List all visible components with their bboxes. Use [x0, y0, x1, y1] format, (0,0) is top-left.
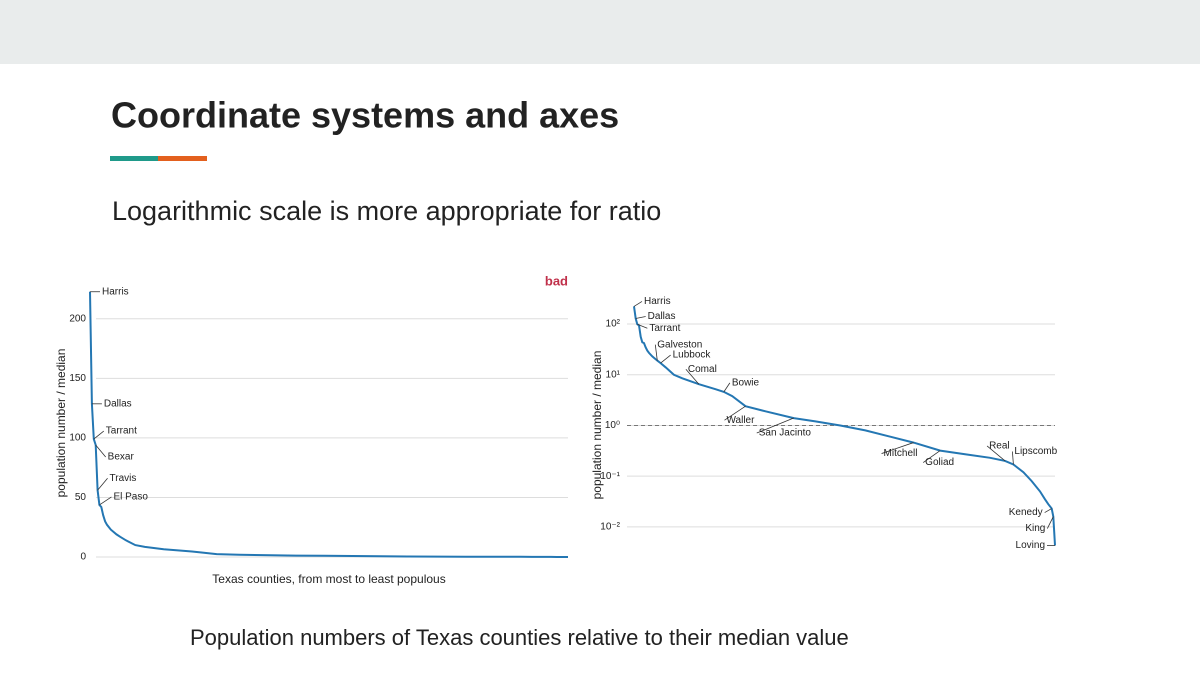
- y-tick-label: 200: [69, 313, 86, 324]
- point-label: Goliad: [925, 457, 954, 468]
- x-axis-label: Texas counties, from most to least popul…: [212, 572, 445, 586]
- annotation: bad: [545, 273, 568, 288]
- y-tick-label: 0: [80, 552, 86, 563]
- y-axis-label: population number / median: [590, 351, 604, 500]
- y-axis-label: population number / median: [54, 349, 68, 498]
- data-line: [89, 291, 568, 558]
- point-label: Harris: [644, 296, 671, 307]
- point-label: Lipscomb: [1014, 446, 1057, 457]
- leader-line: [660, 354, 671, 364]
- leader-line: [986, 445, 1006, 462]
- point-label: Galveston: [657, 339, 702, 350]
- leader-line: [95, 444, 106, 458]
- y-tick-label: 10¹: [606, 369, 621, 380]
- leader-line: [93, 430, 105, 440]
- point-label: El Paso: [113, 492, 148, 503]
- leader-line: [723, 382, 731, 393]
- accent-teal: [110, 156, 158, 161]
- y-tick-label: 150: [69, 373, 86, 384]
- point-label: Kenedy: [1009, 507, 1043, 518]
- point-label: Dallas: [104, 398, 132, 409]
- point-label: Harris: [102, 286, 129, 297]
- point-label: Travis: [110, 473, 137, 484]
- point-label: Bexar: [108, 452, 135, 463]
- leader-line: [635, 316, 646, 319]
- leader-line: [633, 301, 643, 307]
- point-label: Mitchell: [884, 448, 918, 459]
- point-label: Dallas: [648, 311, 676, 322]
- y-tick-label: 10⁰: [605, 420, 620, 431]
- leader-line: [99, 496, 112, 506]
- slide-subtitle: Logarithmic scale is more appropriate fo…: [112, 196, 661, 226]
- point-label: Tarrant: [649, 323, 680, 334]
- point-label: King: [1025, 523, 1045, 534]
- y-tick-label: 10⁻¹: [600, 471, 620, 482]
- y-tick-label: 100: [69, 433, 86, 444]
- point-label: Lubbock: [673, 350, 712, 361]
- slide-title: Coordinate systems and axes: [111, 95, 619, 136]
- y-tick-label: 10²: [606, 319, 621, 330]
- point-label: Loving: [1016, 540, 1045, 551]
- top-band: [0, 0, 1200, 64]
- leader-line: [637, 323, 648, 329]
- accent-orange: [158, 156, 207, 161]
- point-label: Comal: [688, 364, 717, 375]
- point-label: Waller: [726, 415, 755, 426]
- y-tick-label: 10⁻²: [600, 522, 620, 533]
- point-label: San Jacinto: [759, 428, 812, 439]
- leader-line: [685, 368, 700, 385]
- leader-line: [97, 478, 108, 491]
- leader-line: [1046, 516, 1054, 529]
- leader-line: [881, 442, 914, 454]
- y-tick-label: 50: [75, 492, 87, 503]
- point-label: Real: [989, 441, 1010, 452]
- leader-line: [922, 450, 941, 463]
- leader-line: [1044, 508, 1052, 513]
- leader-line: [724, 405, 746, 421]
- leader-line: [654, 344, 658, 361]
- leader-line: [756, 417, 794, 434]
- leader-line: [1012, 451, 1014, 465]
- point-label: Bowie: [732, 377, 760, 388]
- slide-caption: Population numbers of Texas counties rel…: [190, 625, 849, 650]
- point-label: Tarrant: [106, 426, 137, 437]
